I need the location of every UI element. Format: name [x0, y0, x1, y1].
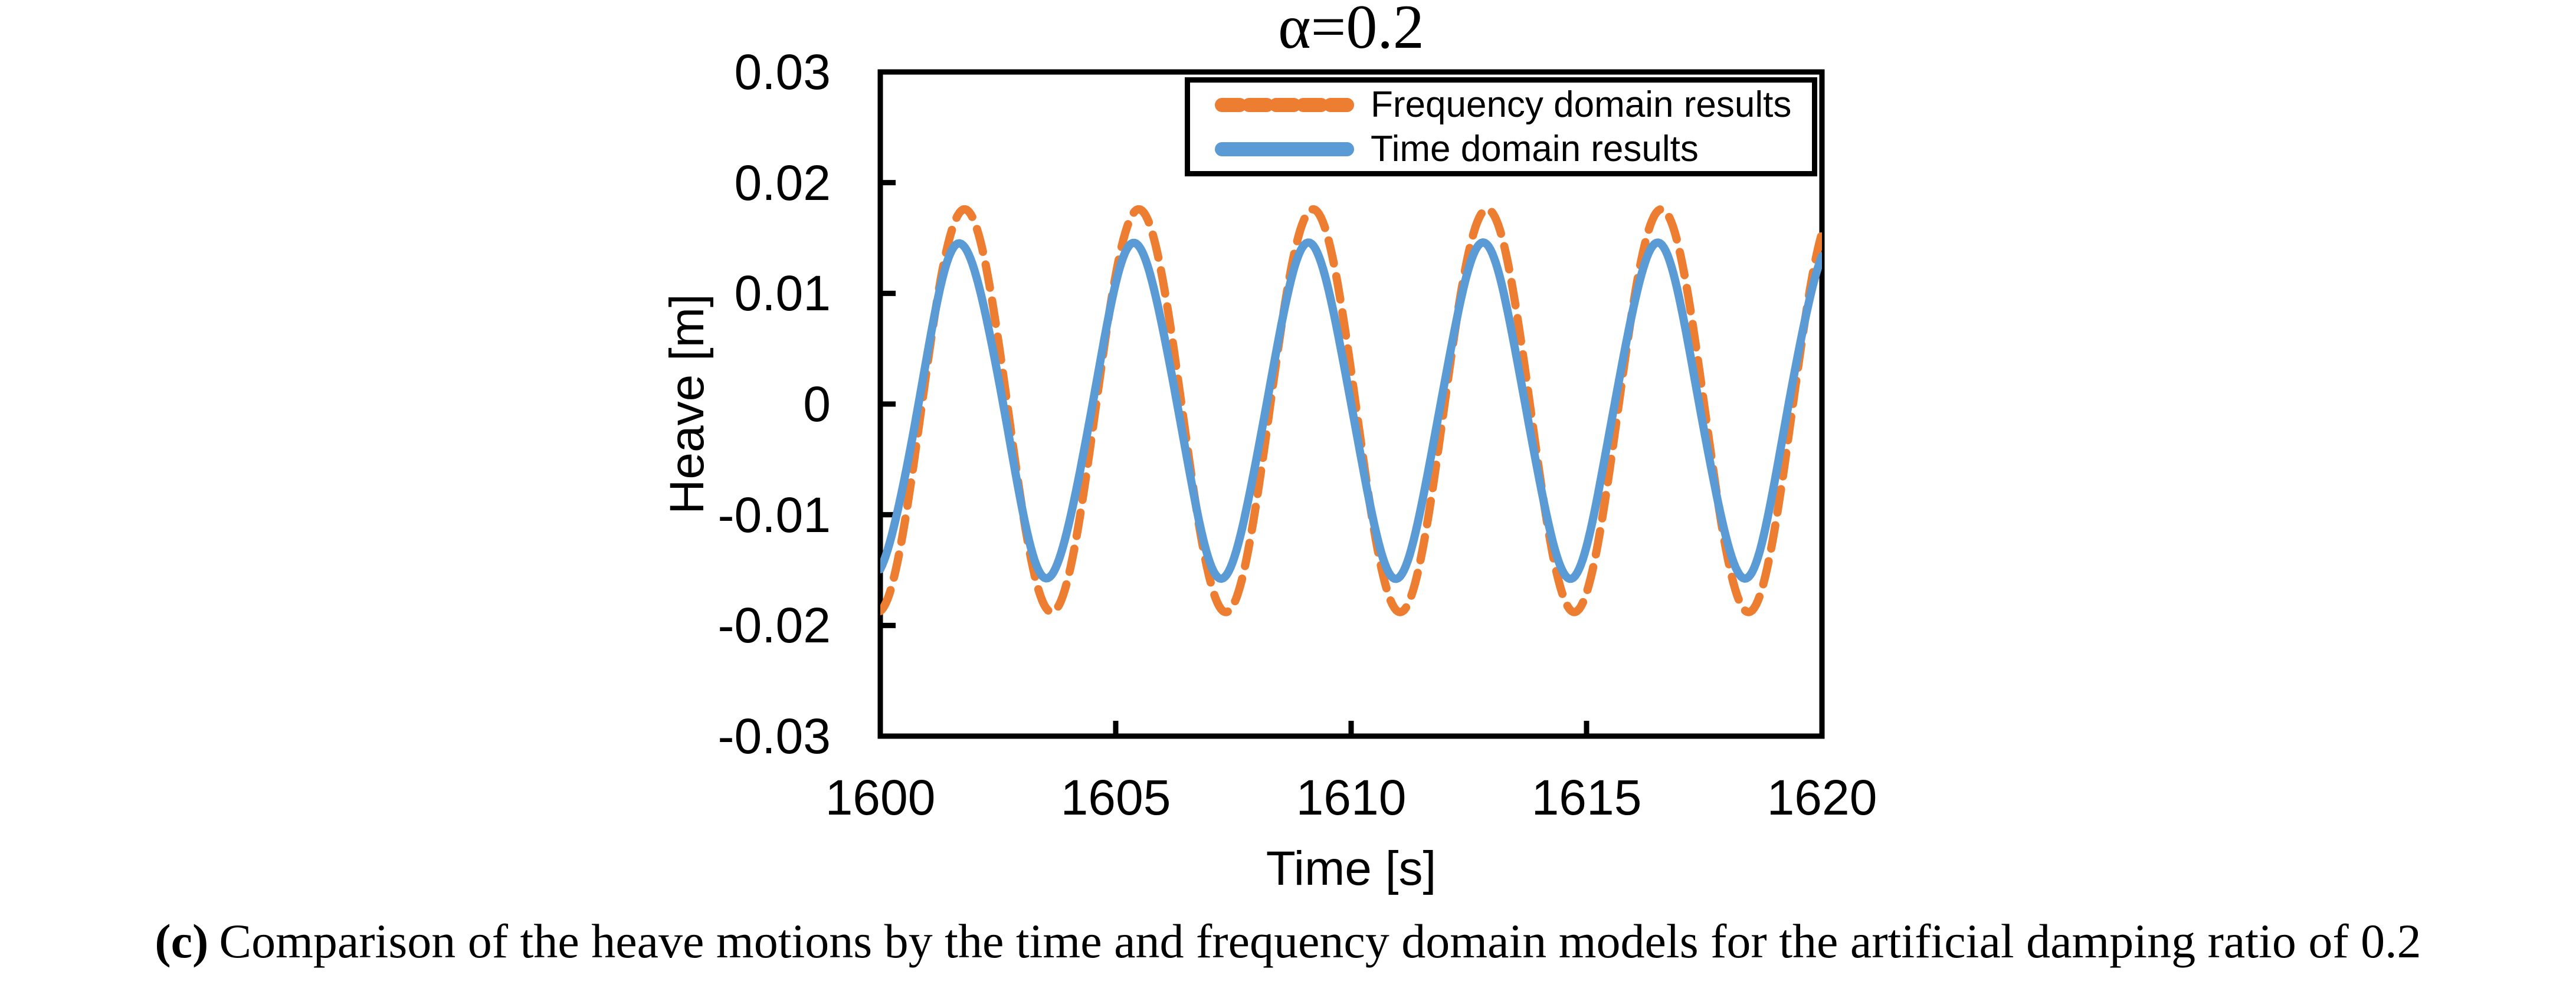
y-tick-label: 0.03: [734, 44, 831, 100]
figure-caption: (c) Comparison of the heave motions by th…: [0, 911, 2576, 972]
x-tick-label: 1605: [1060, 770, 1171, 825]
x-tick-label: 1600: [825, 770, 936, 825]
frequency-series-sample-icon: [1215, 97, 1354, 112]
legend-label-frequency: Frequency domain results: [1371, 84, 1792, 125]
y-tick-label: -0.03: [717, 708, 831, 764]
y-tick-label: 0.02: [734, 155, 831, 211]
x-axis-title: Time [s]: [1266, 842, 1437, 895]
legend-label-time: Time domain results: [1371, 128, 1699, 169]
caption-marker: (c): [155, 914, 209, 968]
x-tick-label: 1610: [1296, 770, 1407, 825]
y-tick-label: 0: [803, 376, 831, 432]
x-tick-label: 1615: [1531, 770, 1642, 825]
time-series-sample-icon: [1215, 142, 1354, 156]
series-curve-1: [880, 238, 1822, 583]
series-curve-0: [880, 205, 1822, 616]
legend: Frequency domain results Time domain res…: [1185, 77, 1817, 176]
y-tick-label: -0.01: [717, 487, 831, 543]
x-tick-label: 1620: [1767, 770, 1877, 825]
y-tick-label: 0.01: [734, 265, 831, 321]
y-tick-label: -0.02: [717, 598, 831, 654]
series-curves: [880, 205, 1822, 616]
chart-title: α=0.2: [1278, 0, 1424, 61]
legend-item-frequency-domain: Frequency domain results: [1190, 83, 1812, 127]
legend-item-time-domain: Time domain results: [1190, 127, 1812, 171]
caption-text: Comparison of the heave motions by the t…: [219, 914, 2421, 968]
